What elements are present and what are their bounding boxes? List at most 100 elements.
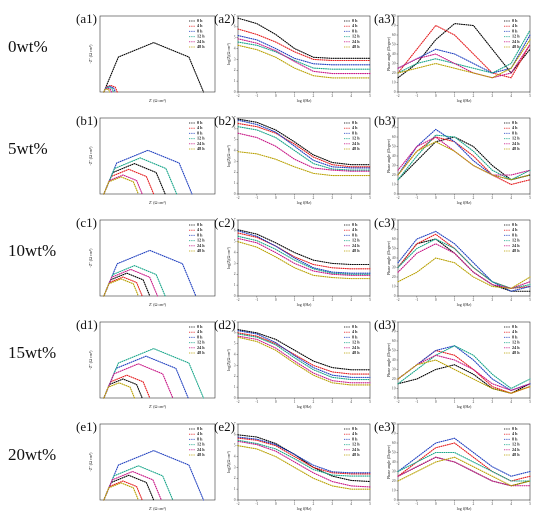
series-line	[397, 39, 531, 79]
series-line	[103, 382, 136, 399]
y-tick-label: 0	[234, 396, 236, 400]
series-line	[103, 249, 197, 297]
panel-label: (b2)	[214, 113, 236, 128]
legend-label: 4 h	[197, 431, 203, 436]
x-tick-label: 3	[491, 502, 493, 506]
x-axis-label: Z' (Ω cm²)	[149, 302, 167, 307]
x-tick-label: -2	[237, 400, 240, 404]
legend-label: 4 h	[352, 227, 358, 232]
x-tick-label: 3	[491, 298, 493, 302]
series-line	[103, 470, 162, 501]
x-tick-label: -1	[415, 298, 418, 302]
series-line	[103, 355, 189, 399]
legend-label: 48 h	[197, 452, 205, 457]
x-tick-label: 1	[294, 502, 296, 506]
y-tick-label: 20	[392, 377, 396, 381]
series-line	[237, 34, 371, 66]
series-line	[397, 136, 531, 186]
plot-frame	[237, 321, 371, 399]
y-tick-label: 4	[234, 250, 236, 254]
legend-label: 24 h	[197, 39, 205, 44]
legend-label: 48 h	[512, 350, 520, 355]
series-line	[237, 44, 371, 79]
series-line	[397, 238, 531, 289]
x-axis-label: log f(Hz)	[457, 404, 472, 409]
series-line	[237, 436, 371, 474]
plot-frame	[397, 321, 531, 399]
legend-label: 0 h	[352, 324, 358, 329]
x-tick-label: -2	[237, 94, 240, 98]
series-line	[103, 378, 143, 399]
x-tick-label: 1	[454, 196, 456, 200]
legend-label: 12 h	[197, 340, 205, 345]
y-tick-label: 50	[392, 348, 396, 352]
x-axis-label: Z' (Ω cm²)	[149, 404, 167, 409]
legend-label: 0 h	[352, 426, 358, 431]
series-line	[237, 119, 371, 169]
series-line	[103, 42, 205, 93]
panel: (c2) -2 -1 0 1 2 3 4 5 0 1 2 3 4 5 6 7 log f(Hz) log|Z|(Ω …	[214, 215, 371, 307]
x-tick-label: -1	[415, 94, 418, 98]
x-tick-label: 0	[275, 502, 277, 506]
y-tick-label: 5	[234, 342, 236, 346]
y-tick-label: 3	[234, 261, 236, 265]
series-line	[237, 151, 371, 177]
legend-label: 24 h	[512, 141, 520, 146]
x-tick-label: 0	[275, 94, 277, 98]
y-tick-label: 0	[234, 192, 236, 196]
panel-label: (e1)	[76, 419, 97, 434]
panel-label: (b1)	[76, 113, 98, 128]
y-axis-label: log|Z|(Ω cm²)	[226, 42, 231, 65]
legend-label: 4 h	[197, 125, 203, 130]
y-tick-label: 1	[234, 79, 236, 83]
legend-label: 24 h	[352, 447, 360, 452]
series-line	[397, 243, 531, 289]
x-tick-label: -1	[255, 298, 258, 302]
series-line	[237, 437, 371, 475]
y-tick-label: 50	[392, 42, 396, 46]
y-tick-label: 1	[234, 487, 236, 491]
x-axis-label: Z' (Ω cm²)	[149, 200, 167, 205]
x-tick-label: 2	[313, 502, 315, 506]
series-line	[397, 359, 531, 394]
x-tick-label: 4	[510, 400, 512, 404]
legend-label: 12 h	[512, 34, 520, 39]
series-line	[103, 348, 205, 399]
legend-label: 12 h	[352, 136, 360, 141]
legend-label: 8 h	[512, 232, 518, 237]
legend-label: 12 h	[512, 136, 520, 141]
legend-label: 48 h	[512, 146, 520, 151]
y-tick-label: 0	[394, 90, 396, 94]
x-tick-label: 2	[313, 196, 315, 200]
series-line	[237, 41, 371, 70]
series-line	[237, 118, 371, 166]
series-line	[103, 278, 139, 297]
legend-label: 0 h	[197, 426, 203, 431]
x-tick-label: 1	[454, 94, 456, 98]
y-tick-label: 20	[392, 479, 396, 483]
y-tick-label: 60	[392, 339, 396, 343]
x-tick-label: -2	[397, 298, 400, 302]
legend-label: 24 h	[512, 345, 520, 350]
legend-label: 4 h	[512, 227, 518, 232]
x-tick-label: 5	[369, 502, 371, 506]
y-tick-label: 0	[394, 294, 396, 298]
series-line	[397, 233, 531, 289]
y-tick-label: 70	[392, 23, 396, 27]
x-tick-label: 2	[473, 502, 475, 506]
legend-label: 24 h	[197, 243, 205, 248]
x-tick-label: 4	[350, 400, 352, 404]
series-line	[103, 168, 155, 195]
legend-label: 0 h	[512, 324, 518, 329]
x-tick-label: 3	[331, 196, 333, 200]
y-axis-label: log|Z|(Ω cm²)	[226, 246, 231, 269]
series-line	[237, 232, 371, 270]
x-tick-label: 4	[510, 196, 512, 200]
x-tick-label: -2	[397, 502, 400, 506]
series-line	[237, 440, 371, 488]
y-tick-label: 40	[392, 154, 396, 158]
x-tick-label: 3	[331, 298, 333, 302]
series-line	[103, 272, 151, 297]
x-tick-label: -1	[255, 400, 258, 404]
